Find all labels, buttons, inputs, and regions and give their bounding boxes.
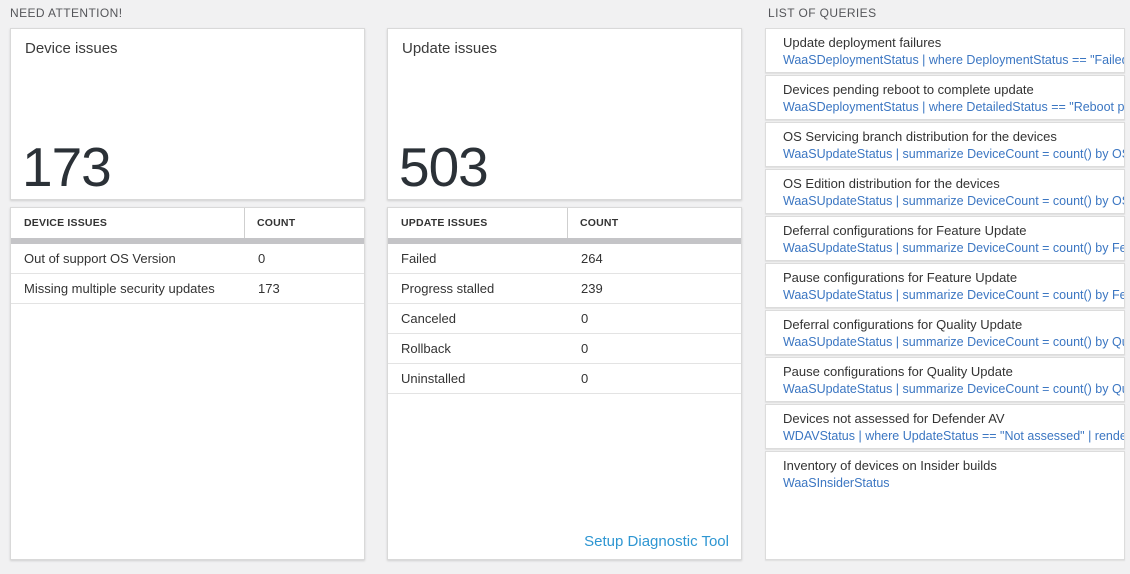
device-issues-column-header: DEVICE ISSUES: [11, 208, 245, 238]
row-count: 239: [581, 281, 603, 296]
query-item[interactable]: Inventory of devices on Insider builds W…: [765, 451, 1125, 560]
query-title: OS Edition distribution for the devices: [783, 176, 1000, 191]
update-issues-title: Update issues: [402, 40, 498, 57]
row-count: 0: [258, 251, 266, 266]
query-link[interactable]: WaaSInsiderStatus: [783, 476, 890, 490]
query-title: Pause configurations for Feature Update: [783, 270, 1018, 285]
need-attention-section-label: NEED ATTENTION!: [10, 6, 123, 20]
query-title: Devices pending reboot to complete updat…: [783, 82, 1034, 97]
horizontal-scrollbar-thumb[interactable]: [11, 238, 364, 244]
update-issues-count: 503: [399, 135, 489, 198]
query-title: Update deployment failures: [783, 35, 942, 50]
query-title: Deferral configurations for Quality Upda…: [783, 317, 1023, 332]
query-title: Inventory of devices on Insider builds: [783, 458, 997, 473]
table-row[interactable]: Missing multiple security updates 173: [11, 274, 364, 304]
query-item[interactable]: Pause configurations for Quality Update …: [765, 357, 1125, 402]
count-column-header: COUNT: [257, 217, 296, 229]
horizontal-scrollbar-thumb[interactable]: [388, 238, 741, 244]
query-item[interactable]: Update deployment failures WaaSDeploymen…: [765, 28, 1125, 73]
query-item[interactable]: Devices not assessed for Defender AV WDA…: [765, 404, 1125, 449]
update-issues-column-header: UPDATE ISSUES: [388, 208, 568, 238]
query-item[interactable]: Devices pending reboot to complete updat…: [765, 75, 1125, 120]
row-count: 264: [581, 251, 603, 266]
query-title: Pause configurations for Quality Update: [783, 364, 1013, 379]
query-title: OS Servicing branch distribution for the…: [783, 129, 1057, 144]
query-item[interactable]: Deferral configurations for Feature Upda…: [765, 216, 1125, 261]
update-issues-column: Update issues 503 UPDATE ISSUES COUNT Fa…: [387, 28, 742, 560]
query-item[interactable]: OS Edition distribution for the devices …: [765, 169, 1125, 214]
table-row[interactable]: Progress stalled 239: [388, 274, 741, 304]
row-count: 0: [581, 341, 589, 356]
device-issues-count: 173: [22, 135, 112, 198]
query-item[interactable]: OS Servicing branch distribution for the…: [765, 122, 1125, 167]
query-item[interactable]: Deferral configurations for Quality Upda…: [765, 310, 1125, 355]
update-issues-table-header: UPDATE ISSUES COUNT: [388, 208, 741, 238]
table-row[interactable]: Failed 264: [388, 244, 741, 274]
horizontal-scrollbar[interactable]: [11, 238, 364, 244]
row-label: Rollback: [401, 341, 451, 356]
device-issues-tile[interactable]: Device issues 173: [10, 28, 365, 200]
row-count: 0: [581, 311, 589, 326]
list-of-queries-panel: Update deployment failures WaaSDeploymen…: [765, 28, 1125, 560]
device-issues-table: DEVICE ISSUES COUNT Out of support OS Ve…: [10, 207, 365, 560]
row-count: 0: [581, 371, 589, 386]
query-title: Devices not assessed for Defender AV: [783, 411, 1005, 426]
row-count: 173: [258, 281, 280, 296]
table-row[interactable]: Canceled 0: [388, 304, 741, 334]
device-issues-column: Device issues 173 DEVICE ISSUES COUNT Ou…: [10, 28, 365, 560]
table-row[interactable]: Uninstalled 0: [388, 364, 741, 394]
query-link[interactable]: WaaSUpdateStatus | summarize DeviceCount…: [783, 382, 1125, 396]
row-label: Progress stalled: [401, 281, 495, 296]
row-label: Failed: [401, 251, 437, 266]
query-title: Deferral configurations for Feature Upda…: [783, 223, 1027, 238]
query-link[interactable]: WaaSUpdateStatus | summarize DeviceCount…: [783, 288, 1125, 302]
query-link[interactable]: WaaSDeploymentStatus | where DeploymentS…: [783, 53, 1125, 67]
table-row[interactable]: Rollback 0: [388, 334, 741, 364]
query-link[interactable]: WDAVStatus | where UpdateStatus == "Not …: [783, 429, 1125, 443]
update-issues-table: UPDATE ISSUES COUNT Failed 264 Progress …: [387, 207, 742, 560]
row-label: Canceled: [401, 311, 456, 326]
query-link[interactable]: WaaSDeploymentStatus | where DetailedSta…: [783, 100, 1125, 114]
horizontal-scrollbar[interactable]: [388, 238, 741, 244]
list-of-queries-section-label: LIST OF QUERIES: [768, 6, 877, 20]
query-link[interactable]: WaaSUpdateStatus | summarize DeviceCount…: [783, 194, 1125, 208]
query-link[interactable]: WaaSUpdateStatus | summarize DeviceCount…: [783, 147, 1125, 161]
query-link[interactable]: WaaSUpdateStatus | summarize DeviceCount…: [783, 335, 1125, 349]
device-issues-title: Device issues: [25, 40, 118, 57]
row-label: Out of support OS Version: [24, 251, 176, 266]
row-label: Uninstalled: [401, 371, 466, 386]
setup-diagnostic-tool-link[interactable]: Setup Diagnostic Tool: [584, 533, 729, 550]
device-issues-table-header: DEVICE ISSUES COUNT: [11, 208, 364, 238]
query-item[interactable]: Pause configurations for Feature Update …: [765, 263, 1125, 308]
row-label: Missing multiple security updates: [24, 281, 215, 296]
table-row[interactable]: Out of support OS Version 0: [11, 244, 364, 274]
query-link[interactable]: WaaSUpdateStatus | summarize DeviceCount…: [783, 241, 1125, 255]
count-column-header: COUNT: [580, 217, 619, 229]
update-issues-tile[interactable]: Update issues 503: [387, 28, 742, 200]
